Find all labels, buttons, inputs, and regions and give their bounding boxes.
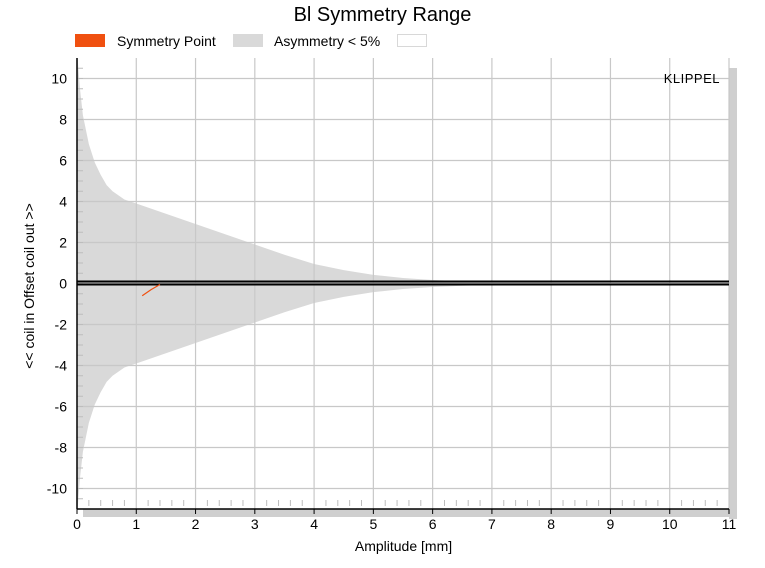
x-tick-label: 7 xyxy=(488,516,496,532)
legend-label-asymmetry: Asymmetry < 5% xyxy=(274,33,381,49)
legend-swatch-symmetry-point xyxy=(75,34,105,47)
y-tick-label: 6 xyxy=(59,153,67,169)
x-tick-label: 6 xyxy=(429,516,437,532)
y-tick-label: -10 xyxy=(47,481,67,497)
legend-swatch-asymmetry xyxy=(233,34,263,47)
x-tick-label: 9 xyxy=(607,516,615,532)
symmetry-point-line xyxy=(141,284,161,297)
y-tick-label: 2 xyxy=(59,235,67,251)
y-tick-label: -2 xyxy=(55,317,68,333)
x-axis-label: Amplitude [mm] xyxy=(354,538,453,554)
y-tick-label: 4 xyxy=(59,194,67,210)
x-tick-label: 10 xyxy=(662,516,678,532)
x-tick-label: 3 xyxy=(251,516,259,532)
x-tick-label: 5 xyxy=(369,516,377,532)
legend-label-symmetry-point: Symmetry Point xyxy=(117,33,216,49)
grid xyxy=(77,58,730,509)
bottom-minor-ticks xyxy=(88,500,718,506)
legend-swatch-empty xyxy=(397,34,427,47)
y-tick-label: 0 xyxy=(59,276,67,292)
chart-title: Bl Symmetry Range xyxy=(293,4,472,26)
x-tick-label: 0 xyxy=(73,516,81,532)
x-tick-label: 8 xyxy=(547,516,555,532)
x-tick-label: 1 xyxy=(132,516,140,532)
y-tick-label: -4 xyxy=(55,358,68,374)
y-tick-label: 8 xyxy=(59,112,67,128)
x-tick-label: 2 xyxy=(192,516,200,532)
plot-shadow-right xyxy=(729,68,737,519)
x-tick-label: 4 xyxy=(310,516,318,532)
plot-shadow-bottom xyxy=(83,509,735,517)
y-tick-label: 10 xyxy=(51,71,67,87)
y-tick-label: -8 xyxy=(55,440,68,456)
y-tick-label: -6 xyxy=(55,399,68,415)
left-minor-ticks xyxy=(77,67,83,500)
brand-watermark: KLIPPEL xyxy=(663,71,720,86)
x-tick-label: 11 xyxy=(722,516,737,532)
